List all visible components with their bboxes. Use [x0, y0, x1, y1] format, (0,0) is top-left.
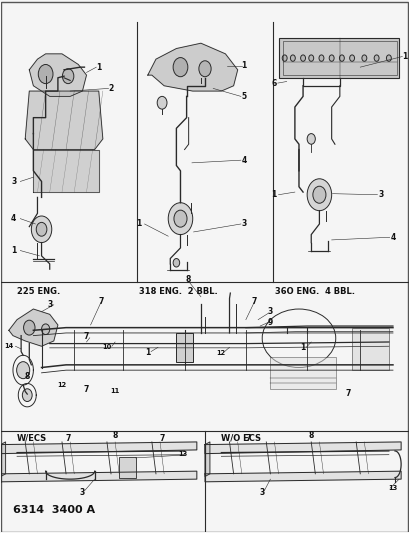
Text: 9: 9: [267, 318, 272, 327]
Text: 3: 3: [267, 307, 272, 316]
Text: 12: 12: [216, 350, 225, 356]
Circle shape: [173, 58, 187, 77]
Circle shape: [157, 96, 166, 109]
Circle shape: [31, 216, 52, 243]
Text: 3: 3: [259, 488, 264, 497]
Circle shape: [306, 134, 315, 144]
Polygon shape: [1, 442, 196, 454]
Circle shape: [308, 55, 313, 61]
Polygon shape: [204, 471, 400, 482]
Text: 318 ENG.  2 BBL.: 318 ENG. 2 BBL.: [139, 287, 217, 296]
Polygon shape: [1, 442, 6, 477]
Circle shape: [38, 64, 53, 84]
Text: 225 ENG.: 225 ENG.: [17, 287, 60, 296]
Text: 1: 1: [136, 220, 141, 229]
Circle shape: [168, 203, 192, 235]
Text: 8: 8: [25, 372, 30, 381]
Text: 13: 13: [387, 485, 397, 491]
Text: 5: 5: [241, 92, 246, 101]
Text: 1: 1: [402, 52, 407, 61]
Text: 6314  3400 A: 6314 3400 A: [13, 505, 95, 515]
Text: 11: 11: [110, 389, 119, 394]
Text: W/O ECS: W/O ECS: [221, 434, 261, 443]
Text: 7: 7: [344, 389, 350, 398]
Circle shape: [62, 69, 74, 84]
Text: 3: 3: [241, 220, 246, 229]
Text: 13: 13: [178, 450, 187, 457]
Text: 6: 6: [270, 78, 276, 87]
Polygon shape: [1, 471, 196, 482]
Circle shape: [339, 55, 344, 61]
Text: 1: 1: [145, 348, 150, 357]
Circle shape: [281, 55, 286, 61]
Polygon shape: [204, 442, 400, 454]
Circle shape: [36, 222, 47, 236]
Text: 3: 3: [47, 300, 52, 309]
Text: 7: 7: [98, 296, 103, 305]
Polygon shape: [147, 43, 237, 91]
Text: 1: 1: [96, 63, 101, 71]
Text: 1: 1: [300, 343, 305, 352]
Text: 12: 12: [57, 382, 66, 387]
Text: 7: 7: [65, 434, 71, 443]
Bar: [176, 333, 192, 362]
Text: 4: 4: [11, 214, 16, 223]
Text: 2: 2: [108, 84, 113, 93]
Text: 8: 8: [186, 275, 191, 284]
Text: 7: 7: [83, 385, 89, 394]
Text: 7: 7: [251, 296, 256, 305]
Text: W/ECS: W/ECS: [17, 434, 47, 443]
Text: 3: 3: [11, 177, 16, 186]
Circle shape: [328, 55, 333, 61]
Circle shape: [300, 55, 305, 61]
Circle shape: [198, 61, 211, 77]
Circle shape: [373, 55, 378, 61]
Circle shape: [361, 55, 366, 61]
Text: 36O ENG.  4 BBL.: 36O ENG. 4 BBL.: [274, 287, 355, 296]
Bar: [278, 38, 398, 78]
Polygon shape: [25, 91, 103, 150]
Circle shape: [312, 186, 325, 203]
Text: 8: 8: [308, 431, 313, 440]
Text: 14: 14: [4, 343, 13, 349]
Circle shape: [173, 210, 187, 227]
Circle shape: [349, 55, 354, 61]
Circle shape: [306, 179, 331, 211]
Circle shape: [173, 259, 179, 267]
Text: 7: 7: [159, 434, 164, 443]
Text: 1: 1: [270, 190, 276, 199]
Text: 10: 10: [102, 344, 111, 350]
Text: 7: 7: [245, 434, 250, 443]
Bar: [351, 328, 388, 370]
Text: 1: 1: [11, 246, 16, 255]
Circle shape: [24, 320, 35, 335]
Circle shape: [22, 389, 32, 401]
Circle shape: [385, 55, 390, 61]
Text: 7: 7: [83, 332, 89, 341]
Text: 1: 1: [241, 61, 246, 70]
Text: 3: 3: [80, 488, 85, 497]
Bar: [282, 41, 396, 75]
Circle shape: [41, 324, 49, 335]
Polygon shape: [9, 309, 58, 346]
Circle shape: [318, 55, 323, 61]
Bar: [119, 457, 135, 478]
Circle shape: [290, 55, 294, 61]
Text: 4: 4: [389, 233, 395, 242]
Text: 8: 8: [112, 431, 117, 440]
Polygon shape: [204, 442, 209, 477]
Text: 3: 3: [377, 190, 382, 199]
Bar: [270, 357, 335, 389]
Polygon shape: [29, 54, 86, 96]
Text: 4: 4: [241, 156, 246, 165]
Circle shape: [17, 362, 29, 378]
Polygon shape: [33, 150, 99, 192]
